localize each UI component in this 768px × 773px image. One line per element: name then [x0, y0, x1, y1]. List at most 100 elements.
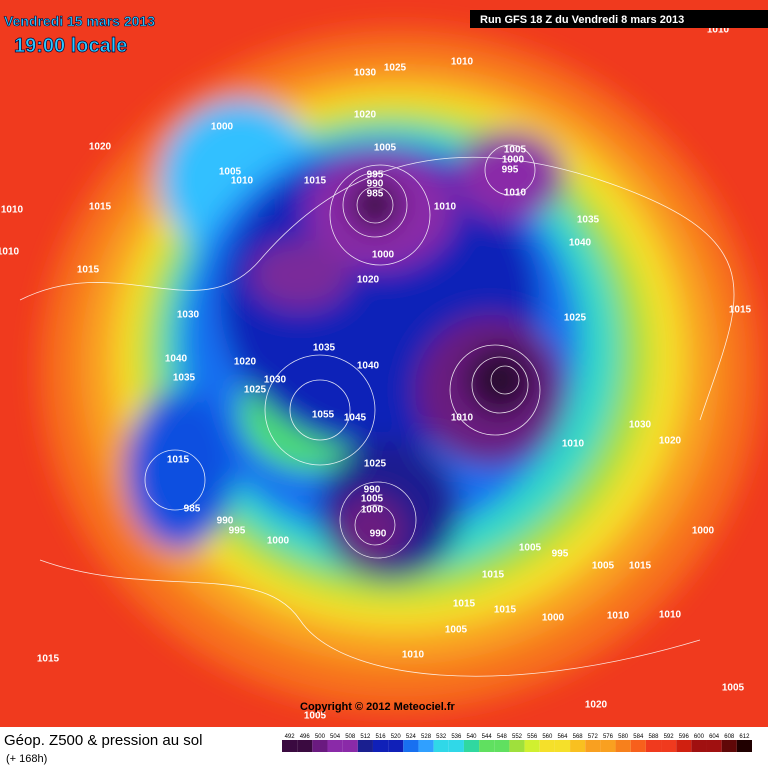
- isobar-label: 1010: [451, 413, 474, 424]
- colorbar-cell: [630, 740, 646, 752]
- isobar-label: 1040: [569, 238, 592, 249]
- isobar-label: 1005: [504, 145, 527, 156]
- colorbar-cell: [297, 740, 313, 752]
- isobar-label: 1020: [354, 110, 377, 121]
- isobar-label: 1040: [165, 354, 188, 365]
- colorbar-label: 544: [482, 734, 493, 740]
- colorbar-label: 560: [542, 734, 553, 740]
- colorbar-label: 600: [694, 734, 705, 740]
- isobar-label: 1025: [244, 385, 267, 396]
- colorbar-cell: [570, 740, 586, 752]
- colorbar-label: 528: [421, 734, 432, 740]
- colorbar-label: 492: [285, 734, 296, 740]
- isobar-label: 1005: [219, 167, 242, 178]
- isobar-label: 1015: [77, 265, 100, 276]
- isobar-label: 1010: [231, 176, 254, 187]
- isobar-label: 1015: [304, 176, 327, 187]
- isobar-label: 1015: [37, 654, 60, 665]
- colorbar-cell: [388, 740, 404, 752]
- colorbar-cell: [524, 740, 540, 752]
- colorbar: 492 496 500 504 508 512 516 520 524 528 532 536 540 5…: [282, 734, 752, 752]
- colorbar-label: 592: [664, 734, 675, 740]
- isobar-label: 1010: [659, 610, 682, 621]
- run-info: Run GFS 18 Z du Vendredi 8 mars 2013: [480, 14, 684, 26]
- isobar-label: 1020: [659, 436, 682, 447]
- colorbar-cell: [721, 740, 737, 752]
- colorbar-label: 564: [557, 734, 568, 740]
- colorbar-cell: [661, 740, 677, 752]
- colorbar-cell: [736, 740, 752, 752]
- colorbar-cell: [676, 740, 692, 752]
- isobar-label: 1020: [89, 142, 112, 153]
- colorbar-cell: [403, 740, 419, 752]
- forecast-time: 19:00 locale: [14, 35, 127, 57]
- colorbar-label: 548: [497, 734, 508, 740]
- isobar-label: 990: [217, 516, 234, 527]
- isobar-label: 1010: [562, 439, 585, 450]
- colorbar-cell: [600, 740, 616, 752]
- colorbar-cell: [312, 740, 328, 752]
- colorbar-label: 556: [527, 734, 538, 740]
- forecast-date: Vendredi 15 mars 2013: [4, 13, 155, 29]
- colorbar-cell: [494, 740, 510, 752]
- isobar-label: 1015: [453, 599, 476, 610]
- isobar-label: 1015: [729, 305, 752, 316]
- colorbar-label: 516: [376, 734, 387, 740]
- isobar-label: 985: [184, 504, 201, 515]
- colorbar-cell: [282, 740, 298, 752]
- isobar-label: 1010: [434, 202, 457, 213]
- isobar-label: 1015: [494, 605, 517, 616]
- colorbar-label: 580: [618, 734, 629, 740]
- colorbar-label: 536: [451, 734, 462, 740]
- colorbar-cell: [357, 740, 373, 752]
- isobar-label: 1010: [402, 650, 425, 661]
- isobar-label: 1005: [361, 494, 384, 505]
- colorbar-label: 540: [467, 734, 478, 740]
- footer-title: Géop. Z500 & pression au sol: [4, 732, 202, 749]
- colorbar-cell: [463, 740, 480, 752]
- colorbar-label: 608: [724, 734, 735, 740]
- isobar-label: 1030: [264, 375, 287, 386]
- geopotential-field: [40, 30, 760, 710]
- isobar-label: 1015: [167, 455, 190, 466]
- isobar-label: 1045: [344, 413, 367, 424]
- colorbar-label: 572: [588, 734, 599, 740]
- colorbar-cell: [706, 740, 722, 752]
- colorbar-cell: [509, 740, 525, 752]
- isobar-label: 1015: [629, 561, 652, 572]
- isobar-label: 995: [502, 165, 519, 176]
- isobar-label: 1005: [519, 543, 542, 554]
- colorbar-label: 584: [633, 734, 644, 740]
- isobar-label: 1025: [564, 313, 587, 324]
- isobar-label: 995: [367, 170, 384, 181]
- colorbar-label: 588: [648, 734, 659, 740]
- colorbar-cell: [372, 740, 389, 752]
- isobar-label: 1030: [354, 68, 377, 79]
- isobar-label: 1000: [372, 250, 395, 261]
- colorbar-label: 524: [406, 734, 417, 740]
- colorbar-cell: [433, 740, 449, 752]
- isobar-label: 1000: [211, 122, 234, 133]
- colorbar-label: 496: [300, 734, 311, 740]
- isobar-label: 1010: [504, 188, 527, 199]
- isobar-label: 995: [552, 549, 569, 560]
- isobar-label: 1035: [173, 373, 196, 384]
- isobar-label: 1010: [0, 247, 20, 258]
- isobar-label: 1015: [89, 202, 112, 213]
- isobar-label: 1000: [542, 613, 565, 624]
- isobar-label: 1005: [304, 711, 327, 722]
- isobar-label: 1030: [177, 310, 200, 321]
- isobar-label: 1010: [607, 611, 630, 622]
- colorbar-cell: [448, 740, 464, 752]
- isobar-label: 1030: [629, 420, 652, 431]
- isobar-lines: [19, 144, 735, 677]
- isobar-label: 1040: [357, 361, 380, 372]
- isobar-label: 1005: [722, 683, 745, 694]
- isobar-label: 1005: [374, 143, 397, 154]
- isobar-label: 1020: [234, 357, 257, 368]
- isobar-label: 1020: [585, 700, 608, 711]
- footer-subtitle: (+ 168h): [6, 753, 47, 765]
